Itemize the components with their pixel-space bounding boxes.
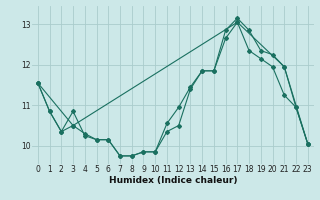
X-axis label: Humidex (Indice chaleur): Humidex (Indice chaleur) — [108, 176, 237, 185]
